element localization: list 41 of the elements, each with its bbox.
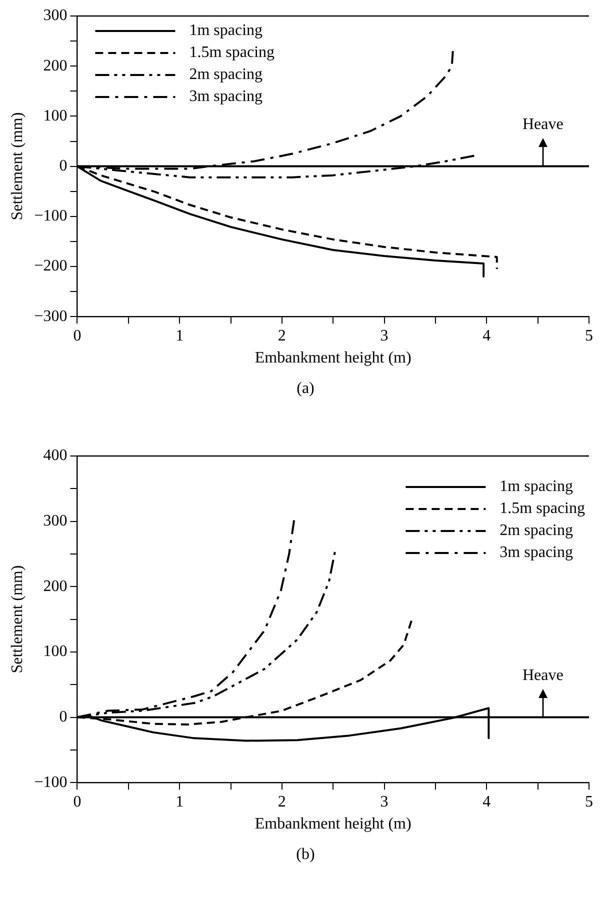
y-tick-label: 0	[59, 158, 68, 175]
annotation: Heave	[522, 667, 564, 686]
y-tick-label: −100	[34, 774, 68, 791]
y-tick-label: 300	[43, 7, 68, 24]
x-tick-label: 1	[176, 327, 184, 344]
x-axis-title: Embankment height (m)	[254, 350, 412, 367]
x-tick-label: 5	[585, 793, 593, 810]
x-tick-label: 3	[380, 327, 388, 344]
y-axis-title: Settlement (mm)	[8, 112, 26, 220]
y-tick-label: 300	[43, 512, 68, 530]
y-tick-label: 200	[43, 57, 68, 74]
x-tick-label: 2	[278, 793, 286, 810]
y-tick-label: −300	[34, 308, 68, 325]
legend-label: 1.5m spacing	[500, 500, 586, 518]
legend-label: 1.5m spacing	[189, 44, 275, 62]
legend-label: 1m spacing	[500, 478, 574, 496]
y-tick-label: 400	[43, 447, 68, 464]
y-tick-label: 100	[43, 107, 68, 124]
y-tick-label: 0	[59, 708, 68, 726]
x-tick-label: 0	[73, 793, 82, 810]
legend-label: 2m spacing	[500, 522, 574, 540]
annotation: Heave	[522, 116, 564, 134]
x-tick-label: 0	[73, 327, 82, 344]
y-tick-label: 200	[43, 578, 68, 595]
legend-label: 2m spacing	[189, 66, 263, 84]
legend-label: 1m spacing	[189, 22, 263, 40]
y-axis-title: Settlement (mm)	[8, 565, 26, 674]
y-tick-label: −200	[34, 258, 68, 275]
y-tick-label: 100	[43, 643, 68, 660]
x-tick-label: 4	[482, 327, 491, 344]
y-tick-label: −100	[34, 208, 68, 225]
x-tick-label: 4	[482, 793, 491, 810]
x-axis-title: Embankment height (m)	[254, 816, 412, 833]
x-tick-label: 2	[278, 327, 286, 344]
x-tick-label: 1	[176, 793, 184, 810]
x-tick-label: 3	[380, 793, 388, 810]
legend-label: 3m spacing	[500, 544, 574, 562]
legend-label: 3m spacing	[189, 88, 263, 106]
text: (a)	[296, 380, 316, 398]
text: (b)	[295, 846, 316, 864]
x-tick-label: 5	[585, 327, 593, 344]
